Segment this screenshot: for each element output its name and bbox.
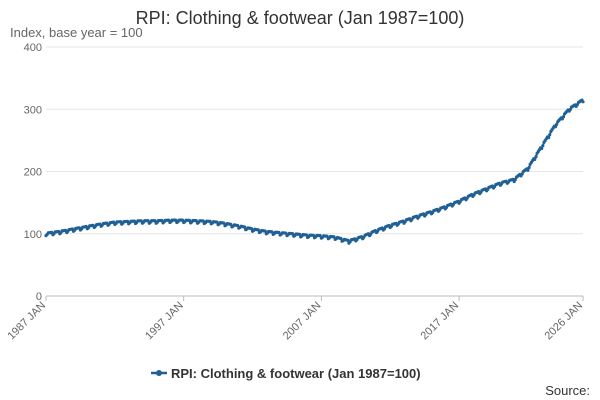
x-tick-label: 2007 JAN <box>281 300 324 343</box>
data-point[interactable] <box>125 219 130 223</box>
data-point[interactable] <box>298 232 302 236</box>
data-point[interactable] <box>332 235 336 239</box>
data-point[interactable] <box>526 168 530 172</box>
data-point[interactable] <box>194 219 198 223</box>
y-tick-label: 400 <box>24 42 42 54</box>
data-point[interactable] <box>534 155 538 159</box>
y-tick-label: 100 <box>24 229 42 241</box>
data-point[interactable] <box>346 238 350 242</box>
data-point[interactable] <box>291 232 295 236</box>
data-point[interactable] <box>541 144 545 148</box>
data-point[interactable] <box>201 219 205 223</box>
data-point[interactable] <box>160 218 164 223</box>
data-point[interactable] <box>153 219 157 223</box>
data-point[interactable] <box>146 219 150 223</box>
legend[interactable]: RPI: Clothing & footwear (Jan 1987=100) <box>151 366 421 381</box>
series-layer <box>44 98 585 245</box>
x-axis-ticks: 1987 JAN 1997 JAN 2007 JAN 2017 JAN 2026 JAN <box>5 296 585 342</box>
data-point[interactable] <box>533 157 537 161</box>
data-point[interactable] <box>119 220 123 224</box>
chart-title: RPI: Clothing & footwear (Jan 1987=100) <box>136 8 465 28</box>
data-point[interactable] <box>561 115 566 119</box>
data-point[interactable] <box>555 122 559 126</box>
x-tick-label: 1987 JAN <box>5 300 48 343</box>
x-tick-label: 1997 JAN <box>143 300 186 343</box>
data-point[interactable] <box>187 218 191 222</box>
legend-label: RPI: Clothing & footwear (Jan 1987=100) <box>171 366 421 381</box>
y-tick-label: 200 <box>24 167 42 179</box>
data-point[interactable] <box>520 172 524 176</box>
data-point[interactable] <box>139 219 143 223</box>
data-point[interactable] <box>547 136 551 140</box>
data-point[interactable] <box>311 233 315 237</box>
data-point[interactable] <box>180 218 185 222</box>
data-point[interactable] <box>513 178 517 182</box>
y-tick-label: 0 <box>36 291 42 303</box>
data-point[interactable] <box>277 230 281 235</box>
data-point[interactable] <box>527 165 531 170</box>
x-tick-label: 2026 JAN <box>542 300 585 343</box>
y-axis-ticks: 0 100 200 300 400 <box>24 42 42 303</box>
y-tick-label: 300 <box>24 104 42 116</box>
data-point[interactable] <box>284 231 288 235</box>
data-point[interactable] <box>236 223 240 228</box>
data-point[interactable] <box>270 230 274 234</box>
data-point[interactable] <box>548 133 552 137</box>
data-point[interactable] <box>249 227 253 231</box>
x-tick-label: 2017 JAN <box>419 300 462 343</box>
data-point[interactable] <box>256 228 260 232</box>
data-point[interactable] <box>208 219 212 223</box>
data-point[interactable] <box>229 222 233 226</box>
data-point[interactable] <box>339 236 343 241</box>
data-point[interactable] <box>581 100 585 104</box>
legend-dot-marker <box>156 370 162 376</box>
data-point[interactable] <box>540 146 544 151</box>
data-point[interactable] <box>242 225 247 229</box>
data-point[interactable] <box>325 234 329 238</box>
y-axis-label: Index, base year = 100 <box>10 25 143 40</box>
data-point[interactable] <box>222 221 226 225</box>
gridlines <box>46 46 583 235</box>
data-point[interactable] <box>263 229 267 233</box>
data-point[interactable] <box>304 233 309 237</box>
source-label: Source: <box>545 383 590 398</box>
data-point[interactable] <box>215 220 219 224</box>
data-point[interactable] <box>318 234 322 238</box>
data-point[interactable] <box>174 218 178 222</box>
